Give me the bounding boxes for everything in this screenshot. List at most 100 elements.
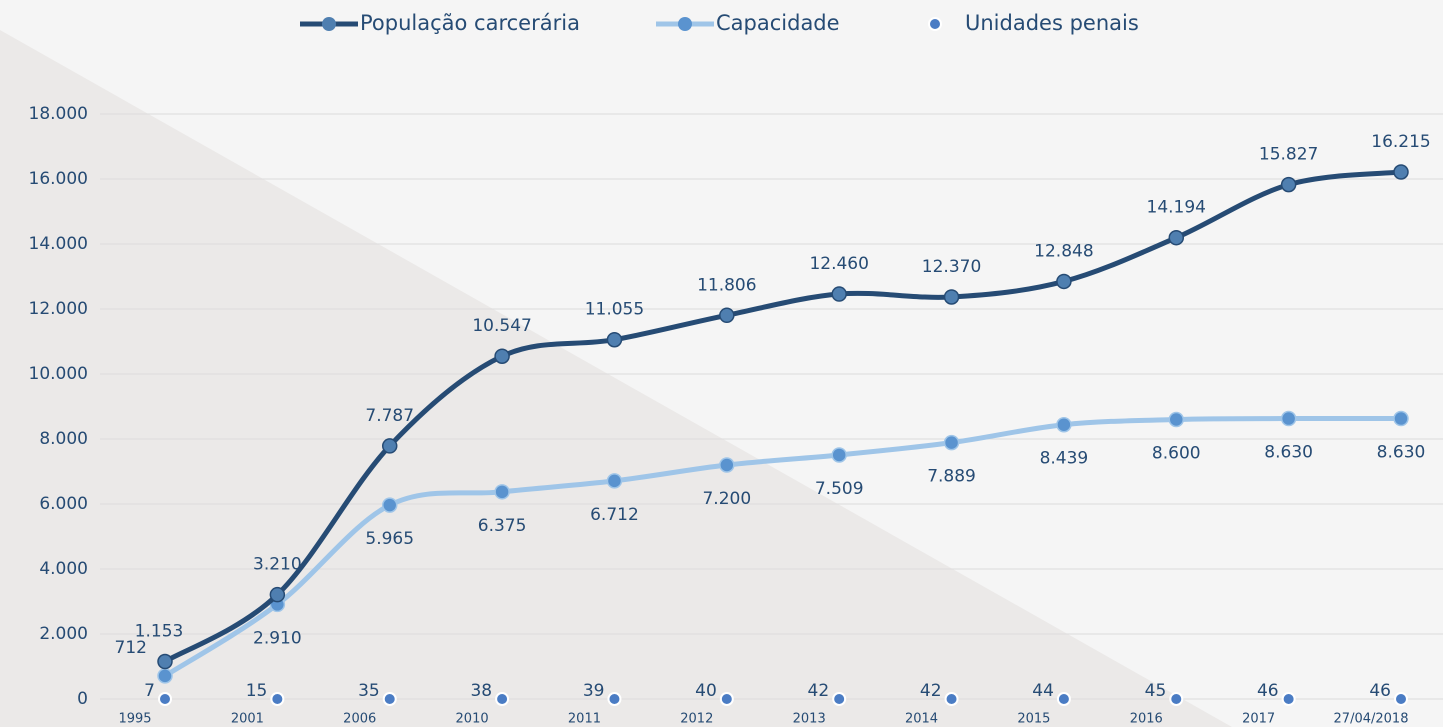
x-tick-label: 2016 [1130, 712, 1163, 727]
x-tick-label: 2014 [905, 712, 938, 727]
x-tick-label: 1995 [118, 712, 151, 727]
data-label: 7.200 [702, 489, 751, 509]
x-tick-label: 2012 [680, 712, 713, 727]
data-point [1168, 229, 1185, 246]
unit-marker [607, 692, 622, 706]
unit-marker [1169, 692, 1184, 706]
data-label: 14.194 [1147, 198, 1206, 218]
unit-marker [1056, 692, 1071, 706]
data-point [719, 457, 735, 473]
x-tick-label: 27/04/2018 [1334, 712, 1409, 727]
unit-marker [382, 692, 397, 706]
data-label: 10.547 [472, 316, 531, 336]
y-tick-label: 6.000 [39, 494, 88, 514]
y-tick-label: 16.000 [29, 169, 88, 189]
y-tick-label: 18.000 [29, 104, 88, 124]
x-tick-label: 2006 [343, 712, 376, 727]
unit-label: 7 [144, 681, 155, 701]
data-label: 8.439 [1040, 449, 1089, 469]
unit-marker [270, 692, 285, 706]
data-point [157, 653, 173, 670]
legend-marker [928, 17, 942, 31]
y-tick-label: 4.000 [39, 559, 88, 579]
data-label: 3.210 [253, 555, 302, 575]
data-label: 12.848 [1034, 241, 1093, 261]
data-label: 5.965 [365, 529, 414, 549]
x-tick-label: 2017 [1242, 712, 1275, 727]
data-label: 12.460 [809, 254, 868, 274]
data-point [1280, 410, 1297, 427]
data-point [606, 473, 623, 489]
data-label: 6.375 [478, 516, 527, 536]
y-tick-label: 10.000 [29, 364, 88, 384]
unit-marker [1281, 692, 1296, 706]
unit-marker [495, 692, 510, 706]
data-label: 6.712 [590, 505, 639, 525]
legend-label: População carcerária [360, 11, 580, 35]
data-point [943, 289, 960, 305]
data-label: 15.827 [1259, 145, 1318, 165]
data-point [381, 497, 398, 513]
y-tick-label: 2.000 [39, 624, 88, 644]
data-label: 712 [115, 638, 147, 658]
unit-marker [1394, 692, 1408, 706]
unit-label: 39 [583, 681, 605, 701]
unit-label: 46 [1257, 681, 1279, 701]
data-point [1056, 273, 1072, 290]
series-line [163, 169, 1402, 664]
data-label: 7.889 [927, 467, 976, 487]
unit-label: 42 [808, 681, 830, 701]
unit-marker [158, 692, 172, 706]
x-tick-label: 2013 [793, 712, 826, 727]
background-shape [0, 30, 1232, 727]
data-label: 2.910 [253, 628, 302, 648]
data-label: 1.153 [135, 622, 184, 642]
unit-marker [944, 692, 959, 706]
data-label: 11.806 [697, 275, 756, 295]
data-point [1056, 416, 1072, 433]
unit-label: 40 [695, 681, 717, 701]
data-point [1393, 164, 1409, 180]
data-label: 7.509 [815, 479, 864, 499]
unit-label: 35 [358, 681, 380, 701]
x-tick-label: 2011 [568, 712, 601, 727]
data-label: 7.787 [365, 406, 414, 426]
unit-label: 46 [1369, 681, 1391, 701]
legend-label: Unidades penais [965, 11, 1139, 35]
data-point [831, 286, 847, 302]
unit-label: 44 [1032, 681, 1054, 701]
data-label: 11.055 [585, 300, 644, 320]
x-tick-label: 2010 [456, 712, 489, 727]
data-point [494, 484, 510, 500]
y-tick-label: 12.000 [29, 299, 88, 319]
unit-label: 42 [920, 681, 942, 701]
data-point [494, 348, 510, 364]
legend-label: Capacidade [716, 11, 840, 35]
data-point [381, 438, 398, 454]
unit-label: 15 [246, 681, 268, 701]
data-point [1168, 411, 1185, 428]
unit-marker [832, 692, 847, 706]
data-point [606, 331, 623, 348]
y-tick-label: 8.000 [39, 429, 88, 449]
x-tick-label: 2015 [1017, 712, 1050, 727]
data-label: 8.600 [1152, 444, 1201, 464]
y-tick-label: 14.000 [29, 234, 88, 254]
data-point [157, 668, 173, 684]
legend-marker [678, 17, 692, 31]
legend-marker [322, 17, 336, 31]
unit-marker [719, 692, 734, 706]
data-point [831, 447, 847, 463]
data-point [1280, 176, 1297, 193]
x-tick-label: 2001 [231, 712, 264, 727]
data-label: 8.630 [1377, 443, 1426, 463]
data-point [719, 307, 735, 324]
data-label: 8.630 [1264, 443, 1313, 463]
y-tick-label: 0 [77, 689, 88, 709]
unit-label: 45 [1145, 681, 1167, 701]
data-label: 12.370 [922, 257, 981, 277]
data-label: 16.215 [1371, 132, 1430, 152]
data-point [1393, 410, 1409, 427]
data-point [943, 434, 960, 451]
